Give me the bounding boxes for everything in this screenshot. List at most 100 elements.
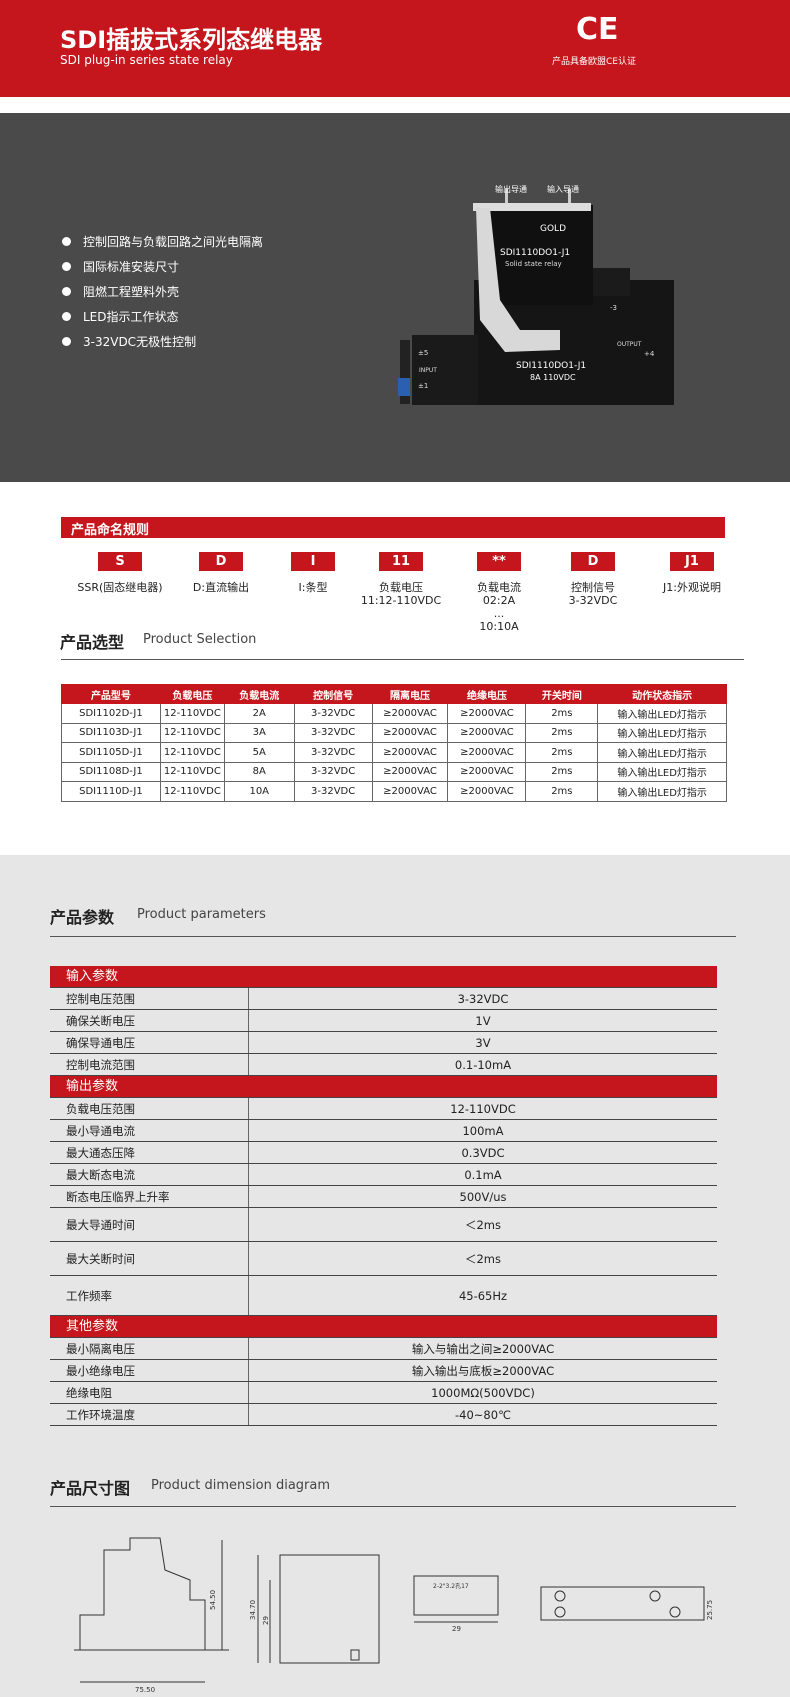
table-cell: ≥2000VAC — [447, 781, 527, 802]
param-key: 最大关断时间 — [66, 1252, 135, 1266]
dim-label: 34.70 — [249, 1600, 257, 1620]
table-cell: 12-110VDC — [159, 781, 225, 802]
param-value: 3-32VDC — [248, 988, 717, 1009]
table-cell: SDI1108D-J1 — [61, 761, 161, 782]
table-head-cell: 动作状态指示 — [597, 684, 727, 704]
table-row: SDI1102D-J1 12-110VDC 2A 3-32VDC ≥2000VAC ≥20… — [61, 703, 727, 724]
param-key: 绝缘电阻 — [66, 1386, 112, 1400]
drawing-screw — [669, 1606, 681, 1618]
table-cell: SDI1102D-J1 — [61, 703, 161, 724]
code-desc: J1:外观说明 — [663, 581, 721, 594]
table-cell: 12-110VDC — [159, 722, 225, 743]
param-key: 工作环境温度 — [66, 1408, 135, 1422]
table-cell: 2ms — [525, 742, 599, 763]
table-header: 产品型号 负载电压 负载电流 控制信号 隔离电压 绝缘电压 开关时间 动作状态指示 — [61, 684, 727, 704]
table-cell: 输入输出LED灯指示 — [597, 742, 727, 763]
table-cell: 3-32VDC — [293, 761, 373, 782]
table-cell: 3-32VDC — [293, 722, 373, 743]
code-desc: SSR(固态继电器) — [77, 581, 163, 594]
param-row: 最小导通电流 100mA — [50, 1120, 717, 1142]
table-cell: 输入输出LED灯指示 — [597, 781, 727, 802]
code-desc: 3-32VDC — [568, 594, 618, 607]
param-key: 最小导通电流 — [66, 1124, 135, 1138]
table-cell: 2A — [223, 703, 295, 724]
param-value: 输入与输出之间≥2000VAC — [248, 1338, 717, 1359]
dim-label: 29 — [262, 1616, 270, 1625]
table-cell: 3-32VDC — [293, 781, 373, 802]
divider — [50, 936, 736, 937]
code-box: 11 — [379, 552, 423, 571]
dim-label: 54.50 — [209, 1590, 217, 1610]
param-value: 500V/us — [248, 1186, 717, 1207]
drawing-pin — [350, 1649, 360, 1661]
param-value: 0.3VDC — [248, 1142, 717, 1163]
table-cell: ≥2000VAC — [371, 761, 449, 782]
code-box: D — [571, 552, 615, 571]
drawing-front — [279, 1554, 380, 1664]
table-cell: 12-110VDC — [159, 742, 225, 763]
table-head-cell: 负载电压 — [159, 684, 225, 704]
param-key: 确保导通电压 — [66, 1036, 135, 1050]
param-key: 负载电压范围 — [66, 1102, 135, 1116]
header-band: SDI插拔式系列态继电器 SDI plug-in series state re… — [0, 0, 790, 97]
code-desc: 控制信号 — [571, 581, 615, 594]
param-key: 最大断态电流 — [66, 1168, 135, 1182]
param-value: 100mA — [248, 1120, 717, 1141]
module — [488, 205, 593, 305]
table-cell: 输入输出LED灯指示 — [597, 703, 727, 724]
feature-dot — [62, 262, 71, 271]
param-row: 最大通态压降 0.3VDC — [50, 1142, 717, 1164]
param-value: 1000MΩ(500VDC) — [248, 1382, 717, 1403]
table-head-cell: 开关时间 — [525, 684, 599, 704]
relay-desc: Solid state relay — [505, 260, 562, 268]
relay-body — [398, 189, 674, 405]
param-row: 负载电压范围 12-110VDC — [50, 1098, 717, 1120]
table-cell: ≥2000VAC — [447, 722, 527, 743]
table-cell: 2ms — [525, 761, 599, 782]
feature-dot — [62, 337, 71, 346]
param-value: 12-110VDC — [248, 1098, 717, 1119]
code-box: S — [98, 552, 142, 571]
code-desc: 10:10A — [479, 620, 519, 633]
param-row: 最小隔离电压 输入与输出之间≥2000VAC — [50, 1338, 717, 1360]
pin — [505, 189, 508, 203]
param-key: 控制电流范围 — [66, 1058, 135, 1072]
param-value: 1V — [248, 1010, 717, 1031]
dimension-drawings: 75.50 54.50 34.70 29 2-2"3.2孔17 29 25.75 — [74, 1537, 714, 1694]
table-cell: 输入输出LED灯指示 — [597, 761, 727, 782]
table-cell: ≥2000VAC — [371, 742, 449, 763]
code-desc: 负载电压 — [379, 581, 423, 594]
table-row: SDI1110D-J1 12-110VDC 10A 3-32VDC ≥2000VAC ≥2… — [61, 781, 727, 802]
table-cell: SDI1103D-J1 — [61, 722, 161, 743]
din — [400, 340, 410, 404]
table-head-cell: 绝缘电压 — [447, 684, 527, 704]
header-title: SDI插拔式系列态继电器 — [60, 26, 323, 54]
table-head-cell: 隔离电压 — [371, 684, 449, 704]
ce-mark: CE — [576, 12, 619, 47]
table-cell: ≥2000VAC — [447, 703, 527, 724]
clip — [476, 208, 560, 352]
drawing-side — [79, 1537, 206, 1651]
code-box: D — [199, 552, 243, 571]
drawing-base — [540, 1586, 705, 1621]
table-row: SDI1103D-J1 12-110VDC 3A 3-32VDC ≥2000VAC ≥20… — [61, 722, 727, 743]
table-cell: 2ms — [525, 781, 599, 802]
base-model: SDI1110DO1-J1 — [516, 361, 586, 371]
param-row: 最大关断时间 ＜2ms — [50, 1242, 717, 1276]
param-row: 最大导通时间 ＜2ms — [50, 1208, 717, 1242]
feature-dot — [62, 237, 71, 246]
table-row: SDI1105D-J1 12-110VDC 5A 3-32VDC ≥2000VAC ≥20… — [61, 742, 727, 763]
param-row: 断态电压临界上升率 500V/us — [50, 1186, 717, 1208]
dim-label: 2-2"3.2孔17 — [433, 1582, 469, 1590]
table-cell: 12-110VDC — [159, 703, 225, 724]
table-cell: SDI1105D-J1 — [61, 742, 161, 763]
table-cell: ≥2000VAC — [371, 781, 449, 802]
feature: 国际标准安装尺寸 — [83, 260, 180, 274]
table-head-cell: 负载电流 — [223, 684, 295, 704]
relay-photo: 输出导通 输入导通 GOLD SDI1110DO1-J1 Solid state… — [398, 184, 674, 405]
dim-label: 75.50 — [135, 1686, 155, 1694]
lower-section — [0, 855, 790, 1697]
params-subtitle: Product parameters — [137, 907, 266, 922]
param-value: 0.1-10mA — [248, 1054, 717, 1075]
